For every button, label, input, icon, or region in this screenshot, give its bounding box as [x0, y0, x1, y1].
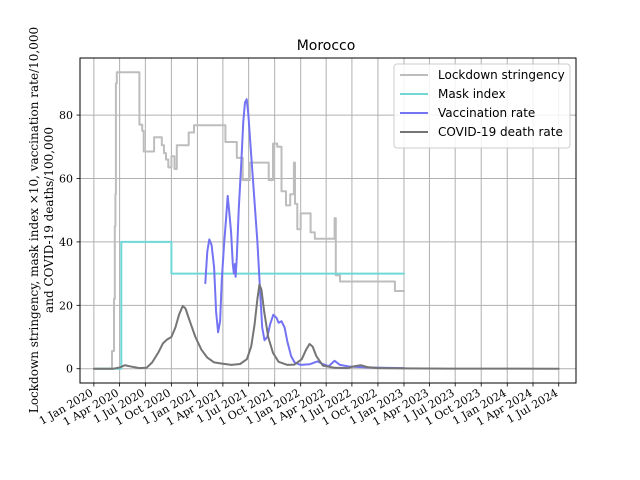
chart-title: Morocco	[297, 38, 356, 54]
plot-frame	[79, 57, 577, 384]
y-tick-label: 20	[59, 299, 73, 312]
legend-label: Lockdown stringency	[438, 68, 565, 82]
y-tick-label: 0	[66, 363, 73, 376]
legend-label: Mask index	[438, 87, 506, 101]
chart-grid	[80, 58, 576, 383]
series-line-lockdown-stringency	[92, 71, 405, 370]
y-axis-label-line-2: and COVID-19 deaths/100,000	[42, 127, 56, 313]
legend-label: COVID-19 death rate	[438, 125, 563, 139]
y-tick-label: 40	[59, 236, 73, 249]
chart-series	[92, 71, 560, 370]
y-axis-label-line-1: Lockdown stringency, mask index ×10, vac…	[27, 27, 41, 413]
y-tick-label: 80	[59, 109, 73, 122]
chart-axes	[76, 114, 560, 387]
series-line-vaccination-rate	[204, 98, 405, 370]
series-line-covid-19-death-rate	[92, 283, 560, 370]
legend-label: Vaccination rate	[438, 106, 535, 120]
legend-box	[393, 63, 571, 149]
legend: Lockdown stringency Mask index Vaccination…	[393, 63, 571, 149]
y-tick-label: 60	[59, 172, 73, 185]
y-tick-labels: 0 20 40 60 80	[59, 109, 73, 376]
